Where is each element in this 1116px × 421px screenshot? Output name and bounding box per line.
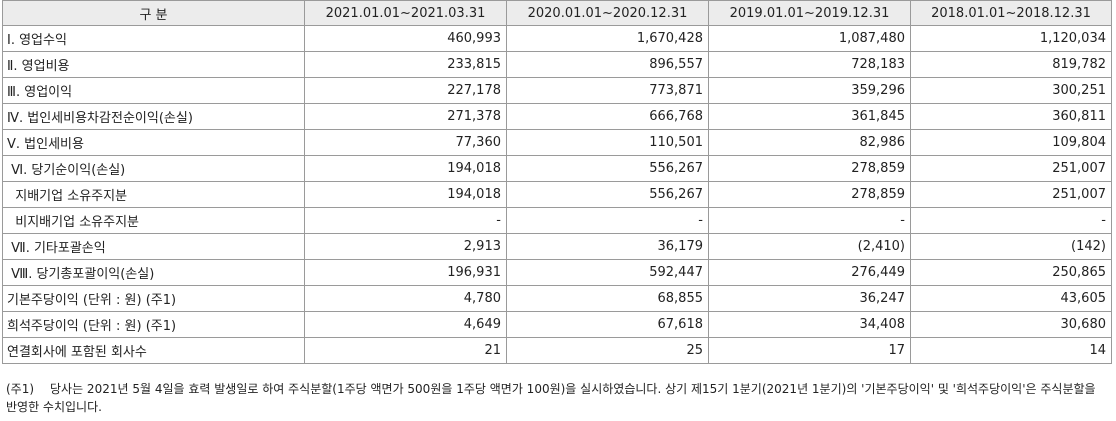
row-value: 233,815: [304, 51, 507, 78]
row-value: 556,267: [506, 181, 709, 208]
row-value: 556,267: [506, 155, 709, 182]
row-value: -: [708, 207, 911, 234]
header-period-2018: 2018.01.01~2018.12.31: [910, 0, 1112, 26]
row-value: 36,247: [708, 285, 911, 312]
table-row: 비지배기업 소유주지분 - - - -: [2, 207, 1112, 234]
table-row: 기본주당이익 (단위 : 원) (주1) 4,780 68,855 36,247 43,…: [2, 285, 1112, 312]
row-label: Ⅶ. 기타포괄손익: [2, 233, 305, 260]
row-value: 278,859: [708, 155, 911, 182]
footnote: (주1) 당사는 2021년 5월 4일을 효력 발생일로 하여 주식분할(1주당…: [6, 380, 1110, 416]
table-row: 희석주당이익 (단위 : 원) (주1) 4,649 67,618 34,408 30,…: [2, 311, 1112, 338]
row-value: 278,859: [708, 181, 911, 208]
row-value: 30,680: [910, 311, 1112, 338]
row-label: Ⅱ. 영업비용: [2, 51, 305, 78]
row-value: 1,120,034: [910, 25, 1112, 52]
footnote-text: 당사는 2021년 5월 4일을 효력 발생일로 하여 주식분할(1주당 액면가…: [6, 382, 1096, 414]
row-value: 896,557: [506, 51, 709, 78]
row-value: 251,007: [910, 155, 1112, 182]
row-value: 276,449: [708, 259, 911, 286]
row-value: 36,179: [506, 233, 709, 260]
table-row: Ⅴ. 법인세비용 77,360 110,501 82,986 109,804: [2, 129, 1112, 156]
row-value: 250,865: [910, 259, 1112, 286]
row-value: 819,782: [910, 51, 1112, 78]
row-value: 728,183: [708, 51, 911, 78]
row-value: (142): [910, 233, 1112, 260]
header-period-2020: 2020.01.01~2020.12.31: [506, 0, 709, 26]
row-value: 271,378: [304, 103, 507, 130]
row-label: 지배기업 소유주지분: [2, 181, 305, 208]
row-label: Ⅴ. 법인세비용: [2, 129, 305, 156]
table-row: Ⅷ. 당기총포괄이익(손실) 196,931 592,447 276,449 250,8…: [2, 259, 1112, 286]
row-value: -: [304, 207, 507, 234]
row-value: 34,408: [708, 311, 911, 338]
footnote-tag: (주1): [6, 382, 35, 396]
table-row: 연결회사에 포함된 회사수 21 25 17 14: [2, 337, 1112, 364]
row-value: -: [910, 207, 1112, 234]
row-value: 68,855: [506, 285, 709, 312]
row-value: 43,605: [910, 285, 1112, 312]
row-value: 592,447: [506, 259, 709, 286]
row-label: Ⅳ. 법인세비용차감전순이익(손실): [2, 103, 305, 130]
row-label: 기본주당이익 (단위 : 원) (주1): [2, 285, 305, 312]
row-value: 67,618: [506, 311, 709, 338]
table-row: Ⅰ. 영업수익 460,993 1,670,428 1,087,480 1,120,03…: [2, 25, 1112, 52]
row-value: 360,811: [910, 103, 1112, 130]
row-value: 109,804: [910, 129, 1112, 156]
row-value: 361,845: [708, 103, 911, 130]
row-value: 77,360: [304, 129, 507, 156]
row-value: 300,251: [910, 77, 1112, 104]
row-value: 194,018: [304, 181, 507, 208]
row-value: 196,931: [304, 259, 507, 286]
table-row: Ⅶ. 기타포괄손익 2,913 36,179 (2,410) (142): [2, 233, 1112, 260]
row-value: 110,501: [506, 129, 709, 156]
row-value: 17: [708, 337, 911, 364]
row-label: Ⅷ. 당기총포괄이익(손실): [2, 259, 305, 286]
row-label: 비지배기업 소유주지분: [2, 207, 305, 234]
row-value: 14: [910, 337, 1112, 364]
row-value: 4,780: [304, 285, 507, 312]
row-value: 227,178: [304, 77, 507, 104]
row-value: 2,913: [304, 233, 507, 260]
table-row: Ⅱ. 영업비용 233,815 896,557 728,183 819,782: [2, 51, 1112, 78]
row-value: -: [506, 207, 709, 234]
header-category: 구 분: [2, 0, 305, 26]
row-value: 25: [506, 337, 709, 364]
row-value: 251,007: [910, 181, 1112, 208]
header-period-2021q1: 2021.01.01~2021.03.31: [304, 0, 507, 26]
row-value: 4,649: [304, 311, 507, 338]
row-value: 21: [304, 337, 507, 364]
row-value: 1,670,428: [506, 25, 709, 52]
row-label: Ⅰ. 영업수익: [2, 25, 305, 52]
row-value: (2,410): [708, 233, 911, 260]
table-row: Ⅳ. 법인세비용차감전순이익(손실) 271,378 666,768 361,845 3…: [2, 103, 1112, 130]
table-header-row: 구 분 2021.01.01~2021.03.31 2020.01.01~202…: [2, 0, 1112, 26]
header-period-2019: 2019.01.01~2019.12.31: [708, 0, 911, 26]
row-value: 359,296: [708, 77, 911, 104]
row-value: 194,018: [304, 155, 507, 182]
row-value: 1,087,480: [708, 25, 911, 52]
row-value: 460,993: [304, 25, 507, 52]
row-label: 희석주당이익 (단위 : 원) (주1): [2, 311, 305, 338]
table-row: Ⅵ. 당기순이익(손실) 194,018 556,267 278,859 251,007: [2, 155, 1112, 182]
table-row: 지배기업 소유주지분 194,018 556,267 278,859 251,007: [2, 181, 1112, 208]
row-label: Ⅵ. 당기순이익(손실): [2, 155, 305, 182]
table-row: Ⅲ. 영업이익 227,178 773,871 359,296 300,251: [2, 77, 1112, 104]
row-value: 82,986: [708, 129, 911, 156]
row-label: Ⅲ. 영업이익: [2, 77, 305, 104]
financial-table: 구 분 2021.01.01~2021.03.31 2020.01.01~202…: [2, 0, 1112, 364]
row-label: 연결회사에 포함된 회사수: [2, 337, 305, 364]
row-value: 666,768: [506, 103, 709, 130]
row-value: 773,871: [506, 77, 709, 104]
